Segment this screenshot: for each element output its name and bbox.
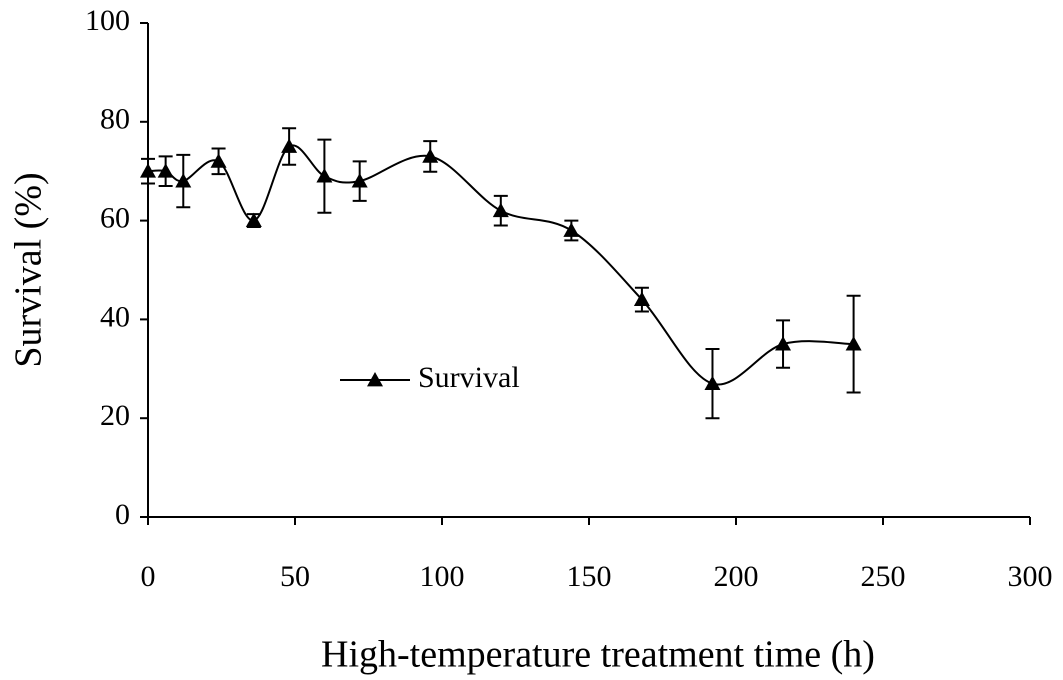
x-tick-label: 250 [861, 560, 906, 593]
legend-label: Survival [418, 361, 520, 394]
x-axis-title: High-temperature treatment time (h) [321, 634, 875, 676]
series-line [147, 144, 854, 386]
y-tick-label: 100 [85, 4, 130, 37]
x-tick-label: 150 [567, 560, 612, 593]
x-tick-label: 50 [280, 560, 310, 593]
marker [704, 375, 721, 391]
y-tick-label: 0 [115, 498, 130, 531]
marker [157, 163, 174, 178]
y-tick-label: 40 [100, 300, 130, 333]
marker [845, 336, 862, 351]
x-tick-label: 100 [420, 560, 465, 593]
marker [316, 168, 333, 183]
x-tick-label: 0 [141, 560, 156, 593]
marker [351, 173, 368, 188]
legend-marker [367, 372, 383, 387]
y-tick-label: 80 [100, 103, 130, 136]
y-axis-title: Survival (%) [8, 172, 50, 367]
marker [281, 138, 298, 153]
marker [422, 148, 439, 163]
y-tick-label: 60 [100, 201, 130, 234]
marker [775, 336, 792, 351]
y-tick-label: 20 [100, 399, 130, 432]
marker [140, 163, 156, 178]
x-tick-label: 200 [714, 560, 759, 593]
marker [563, 222, 580, 237]
marker [245, 212, 262, 227]
marker [633, 291, 650, 307]
marker [492, 202, 509, 218]
marker [175, 173, 192, 188]
marker [210, 153, 227, 168]
x-tick-label: 300 [1008, 560, 1053, 593]
